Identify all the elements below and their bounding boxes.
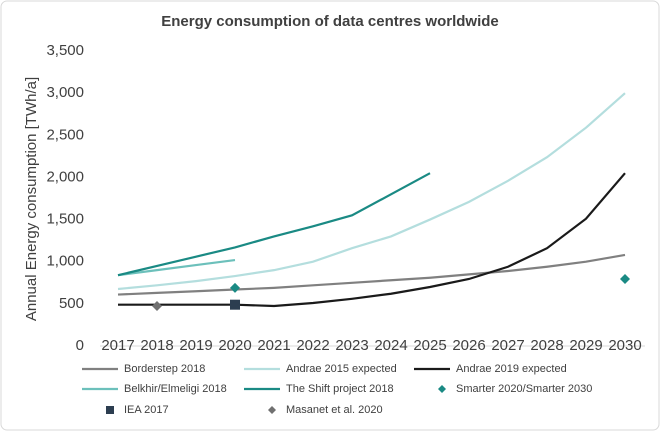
y-tick-label: 1,500 — [46, 211, 84, 228]
legend-swatch — [438, 385, 446, 393]
data-point — [230, 282, 240, 293]
y-axis-title: Annual Energy consumption [TWh/a] — [23, 77, 40, 321]
legend-label: Andrae 2019 expected — [456, 363, 567, 375]
legend-swatch — [106, 406, 114, 414]
data-line — [117, 92, 626, 291]
x-tick-label: 2020 — [218, 337, 251, 354]
data-point — [230, 299, 240, 310]
legend-label: Borderstep 2018 — [124, 363, 205, 375]
y-tick-label: 2,500 — [46, 126, 84, 143]
y-tick-label: 1,000 — [46, 253, 84, 270]
x-tick-label: 2025 — [413, 337, 446, 354]
legend-label: Smarter 2020/Smarter 2030 — [456, 383, 592, 395]
data-line — [117, 253, 626, 296]
data-point — [620, 273, 630, 284]
data-point — [152, 300, 162, 311]
chart-title: Energy consumption of data centres world… — [161, 13, 499, 30]
legend-label: Belkhir/Elmeligi 2018 — [124, 383, 227, 395]
x-tick-label: 2029 — [569, 337, 602, 354]
legend-label: The Shift project 2018 — [286, 383, 394, 395]
x-tick-label: 2028 — [530, 337, 563, 354]
legend-label: IEA 2017 — [124, 404, 169, 416]
legend-label: Andrae 2015 expected — [286, 363, 397, 375]
x-tick-label: 2018 — [140, 337, 173, 354]
x-tick-label: 2026 — [452, 337, 485, 354]
x-tick-label: 2022 — [296, 337, 329, 354]
legend-swatch — [268, 406, 276, 414]
x-tick-label: 2023 — [335, 337, 368, 354]
x-tick-label: 2019 — [179, 337, 212, 354]
y-tick-label: 500 — [59, 295, 84, 312]
data-line — [117, 258, 236, 277]
x-tick-label: 2027 — [491, 337, 524, 354]
x-tick-label: 2030 — [608, 337, 641, 354]
y-tick-label: 3,500 — [46, 42, 84, 59]
x-tick-label: 2021 — [257, 337, 290, 354]
data-line — [117, 172, 431, 277]
x-tick-label: 2024 — [374, 337, 407, 354]
y-tick-label: 0 — [76, 337, 84, 354]
legend-label: Masanet et al. 2020 — [286, 404, 383, 416]
x-tick-label: 2017 — [101, 337, 134, 354]
y-tick-label: 2,000 — [46, 168, 84, 185]
data-line — [118, 172, 626, 308]
y-tick-label: 3,000 — [46, 84, 84, 101]
